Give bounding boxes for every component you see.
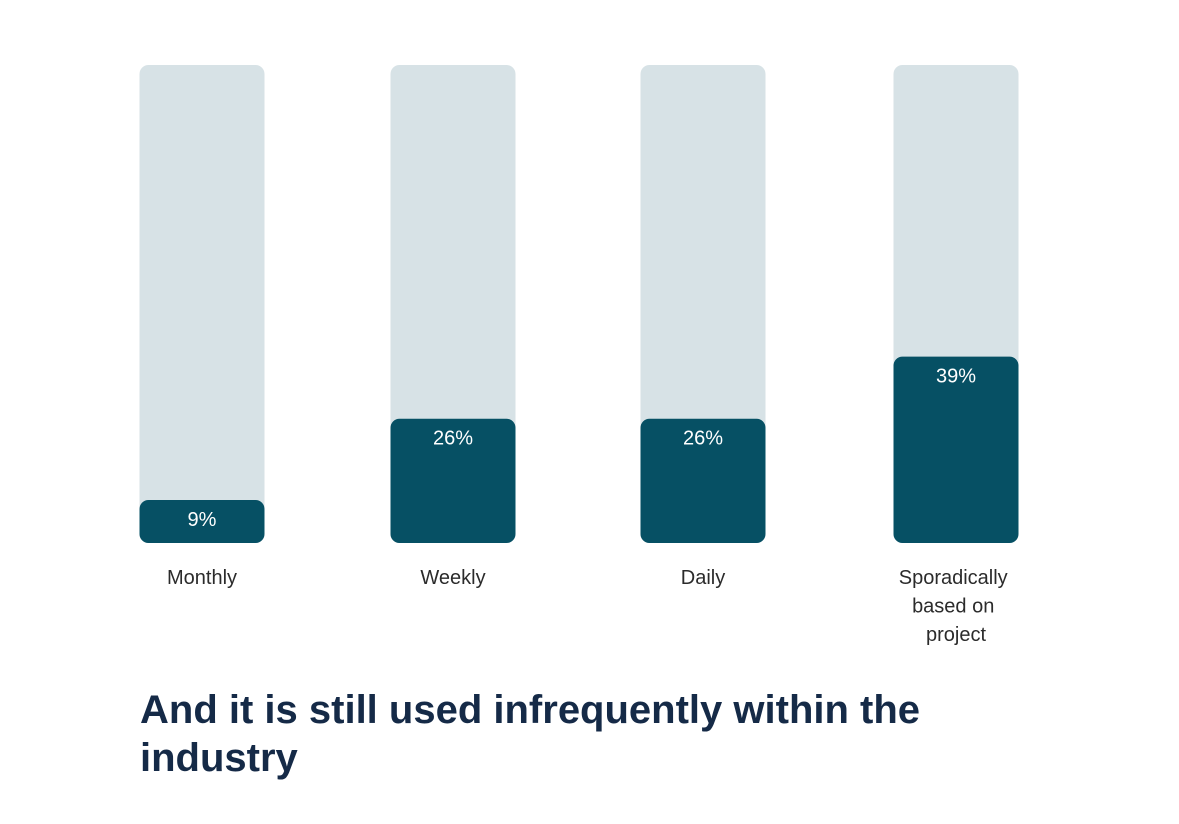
x-tick-label: Daily — [681, 567, 725, 589]
bar — [640, 418, 766, 543]
bar-track — [139, 65, 265, 543]
chart: 9% Monthly 26% Weekly 26% Daily 39% Sporadicall… — [139, 65, 1019, 646]
x-tick-label: Weekly — [420, 567, 485, 589]
value-label: 26% — [683, 428, 723, 450]
bar — [893, 356, 1019, 543]
value-label: 26% — [433, 428, 473, 450]
chart-title: And it is still used infrequently within… — [140, 688, 921, 780]
value-label: 39% — [936, 366, 976, 388]
bar — [139, 499, 265, 543]
value-label: 9% — [188, 509, 217, 531]
x-tick-label: Sporadically based on project — [899, 567, 1014, 646]
x-tick-label: Monthly — [167, 567, 237, 589]
bar — [390, 418, 516, 543]
